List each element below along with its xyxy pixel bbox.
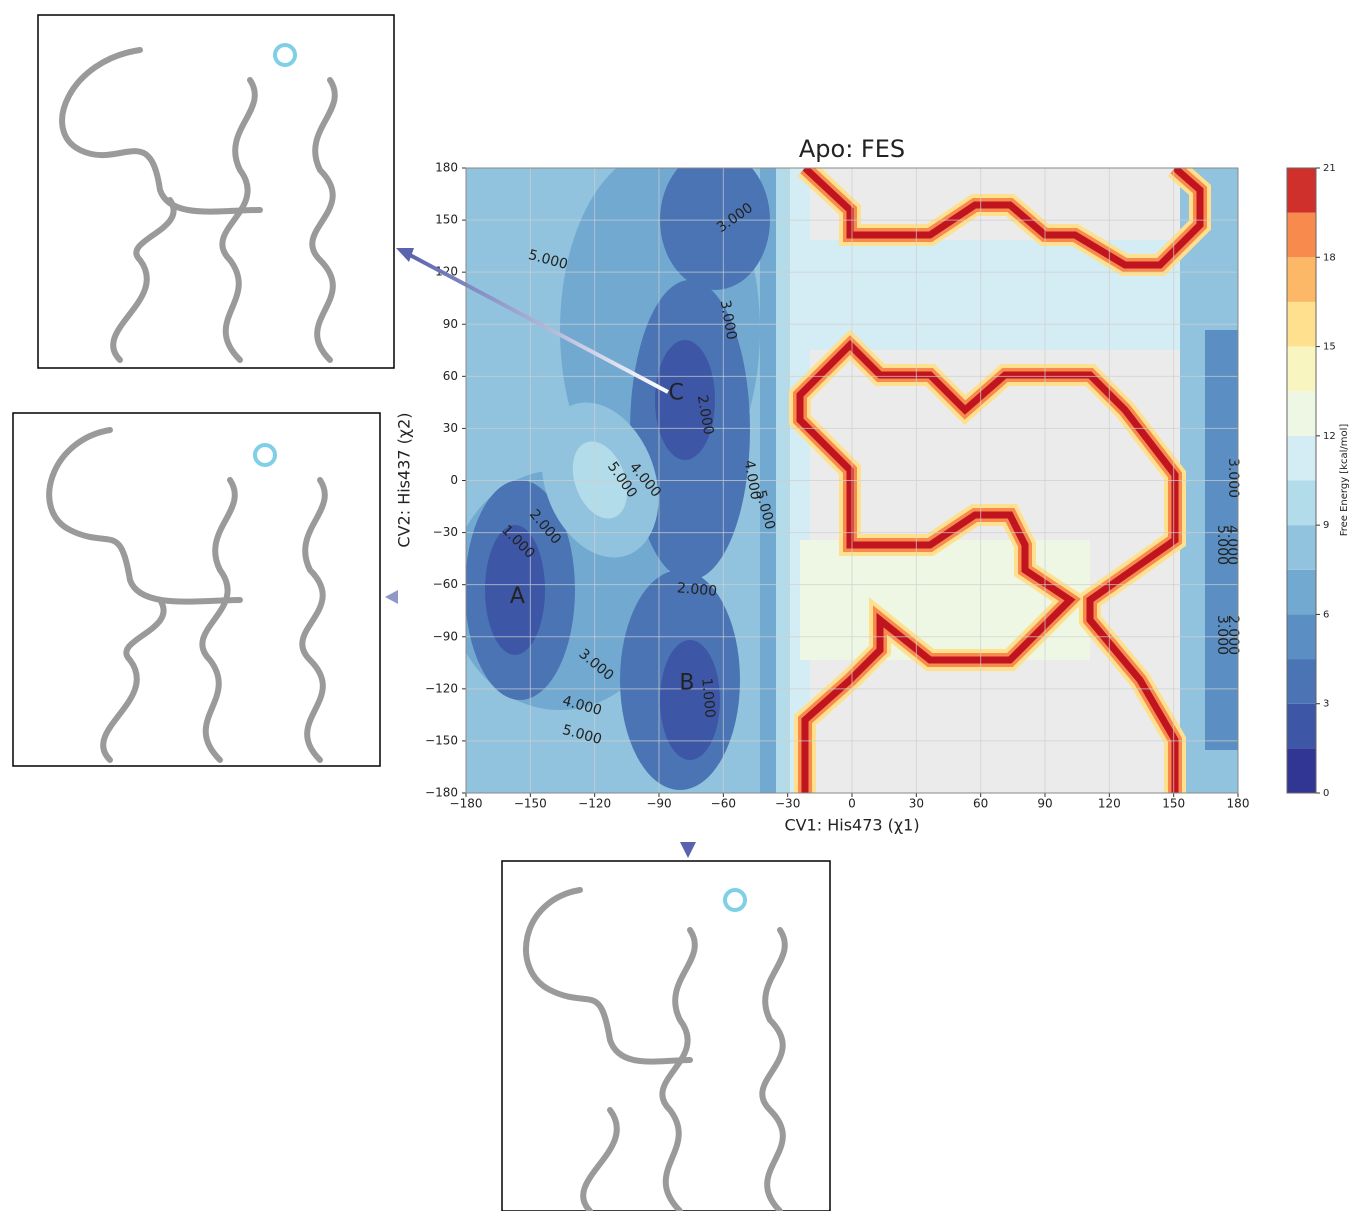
x-tick-label: 60 xyxy=(973,797,988,811)
x-tick-label: 30 xyxy=(909,797,924,811)
colorbar-band xyxy=(1287,659,1316,704)
colorbar-band xyxy=(1287,436,1316,481)
y-tick-label: 0 xyxy=(450,473,458,487)
y-axis-label: CV2: His437 (χ2) xyxy=(395,412,414,547)
colorbar-tick-label: 6 xyxy=(1323,609,1329,620)
colorbar-band xyxy=(1287,347,1316,392)
y-tick-label: 150 xyxy=(435,213,458,227)
x-tick-label: −150 xyxy=(514,797,547,811)
colorbar-band xyxy=(1287,704,1316,749)
colorbar-band xyxy=(1287,257,1316,302)
colorbar-band xyxy=(1287,525,1316,570)
colorbar-tick-label: 3 xyxy=(1323,699,1329,710)
colorbar-band xyxy=(1287,391,1316,436)
state-label: C xyxy=(668,381,683,406)
x-tick-label: 120 xyxy=(1098,797,1121,811)
x-tick-label: −30 xyxy=(775,797,800,811)
y-tick-label: 30 xyxy=(443,421,458,435)
y-tick-label: 90 xyxy=(443,317,458,331)
colorbar-band xyxy=(1287,168,1316,213)
contour-label: 2.000 xyxy=(1225,615,1241,655)
colorbar-label: Free Energy [kcal/mol] xyxy=(1339,424,1350,537)
x-tick-label: 0 xyxy=(848,797,856,811)
colorbar-band xyxy=(1287,748,1316,793)
figure: −180−150−120−90−60−300306090120150180−18… xyxy=(0,0,1351,1211)
y-tick-label: 180 xyxy=(435,161,458,175)
y-tick-label: −120 xyxy=(425,681,458,695)
colorbar-tick-label: 18 xyxy=(1323,252,1336,263)
colorbar-tick-label: 9 xyxy=(1323,520,1329,531)
x-tick-label: 150 xyxy=(1162,797,1185,811)
x-axis-label: CV1: His473 (χ1) xyxy=(784,816,919,835)
colorbar-tick-label: 12 xyxy=(1323,431,1336,442)
y-tick-label: −60 xyxy=(433,577,458,591)
colorbar-tick-label: 21 xyxy=(1323,163,1336,174)
contour-label: 3.000 xyxy=(1225,458,1241,498)
y-tick-label: 60 xyxy=(443,369,458,383)
colorbar-band xyxy=(1287,614,1316,659)
y-tick-label: −180 xyxy=(425,786,458,800)
y-tick-label: −150 xyxy=(425,733,458,747)
colorbar-tick-label: 0 xyxy=(1323,788,1329,799)
colorbar-band xyxy=(1287,481,1316,526)
chart-title: Apo: FES xyxy=(799,135,905,163)
y-tick-label: −90 xyxy=(433,629,458,643)
x-tick-label: 180 xyxy=(1227,797,1250,811)
state-label: A xyxy=(510,584,525,609)
state-label: B xyxy=(679,671,694,696)
colorbar-band xyxy=(1287,302,1316,347)
y-tick-label: −30 xyxy=(433,525,458,539)
x-tick-label: −60 xyxy=(711,797,736,811)
colorbar-tick-label: 15 xyxy=(1323,342,1336,353)
x-tick-label: −90 xyxy=(646,797,671,811)
colorbar-band xyxy=(1287,570,1316,615)
x-tick-label: −120 xyxy=(578,797,611,811)
contour-label-text: 3.000 xyxy=(1225,458,1241,498)
colorbar-band xyxy=(1287,213,1316,258)
contour-label-text: 2.000 xyxy=(1225,615,1241,655)
x-tick-label: 90 xyxy=(1037,797,1052,811)
